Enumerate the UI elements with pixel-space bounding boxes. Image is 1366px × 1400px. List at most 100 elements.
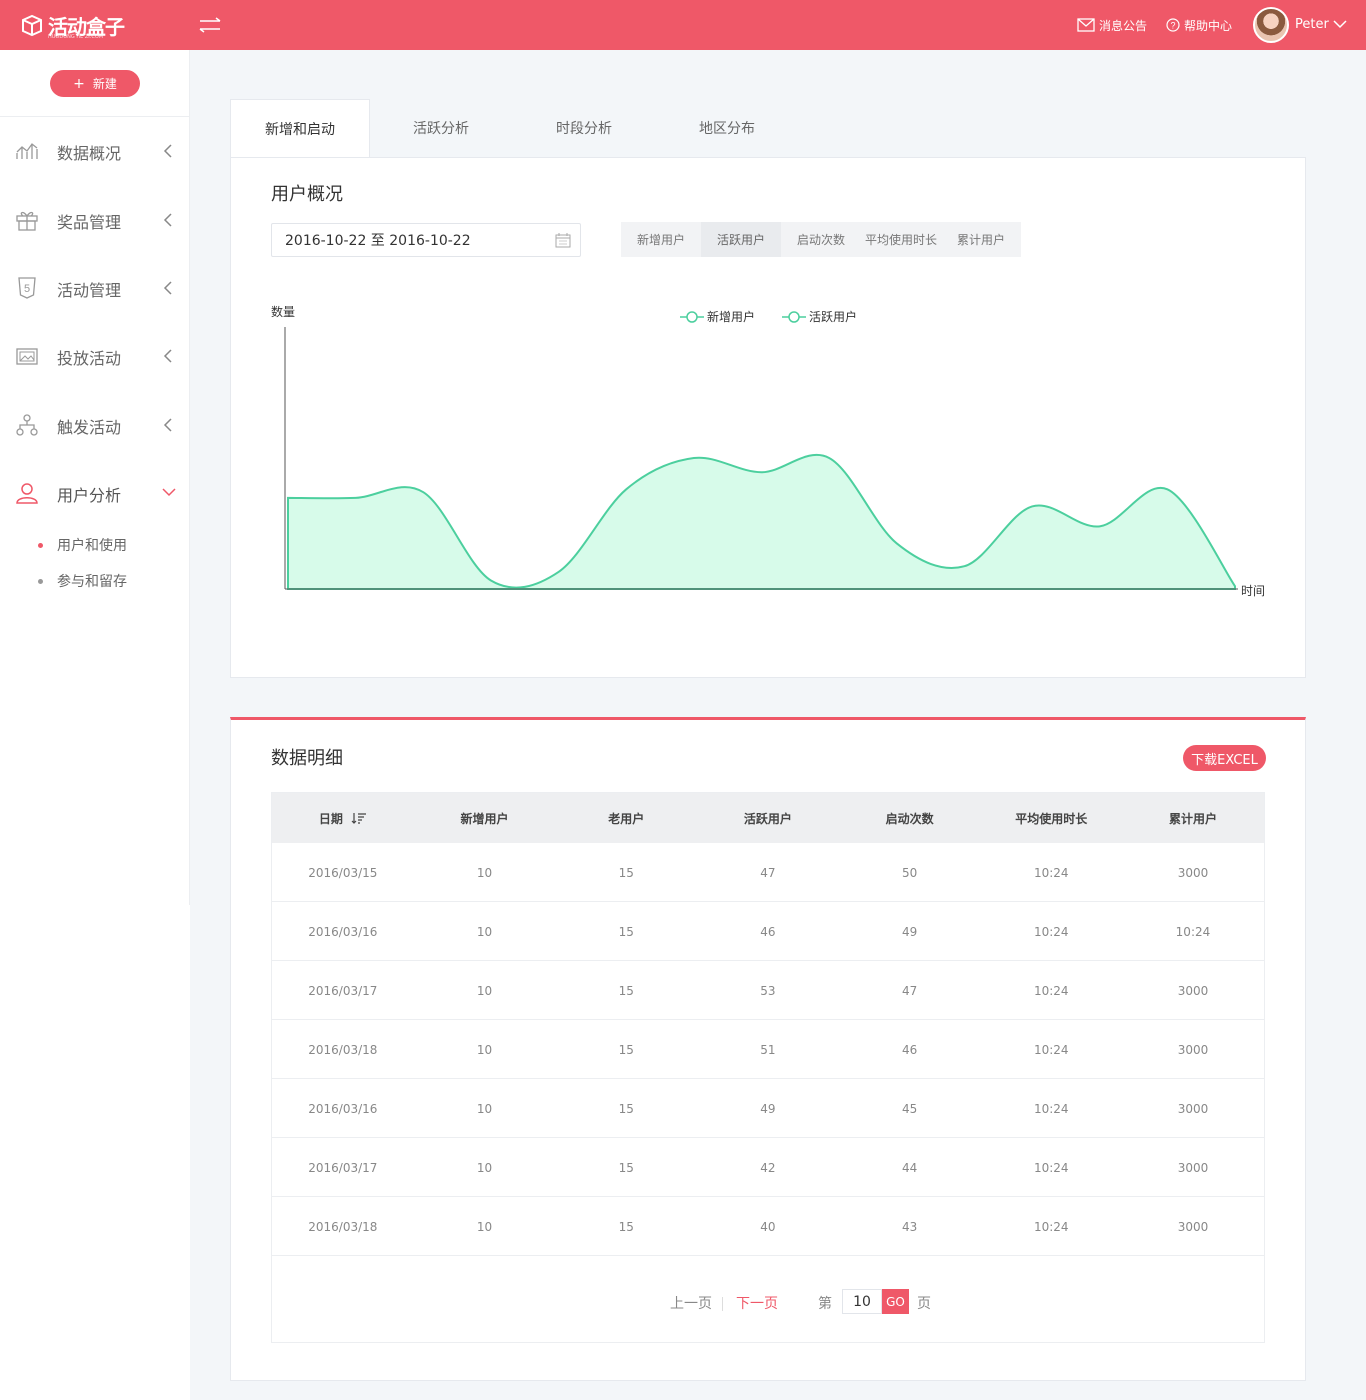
cell-avg-duration: 10:24	[1033, 1219, 1069, 1234]
new-button-label: 新建	[92, 77, 117, 91]
column-date[interactable]: 日期	[272, 793, 414, 843]
svg-text:?: ?	[1170, 21, 1175, 31]
help-icon: ?	[1166, 18, 1180, 32]
cell-date: 2016/03/17	[308, 983, 378, 998]
sidebar-item-user-analysis[interactable]: 用户分析	[0, 468, 189, 518]
segment-total-users[interactable]: 累计用户	[956, 233, 1005, 247]
sidebar-item-label: 奖品管理	[57, 213, 122, 232]
table-row: 2016/03/18 10 15 51 46 10:24 3000	[272, 1020, 1264, 1079]
mail-icon	[1077, 18, 1095, 32]
messages-label: 消息公告	[1099, 18, 1148, 33]
cell-launches: 45	[901, 1101, 918, 1116]
sidebar-item-data-overview[interactable]: 数据概况	[0, 126, 189, 176]
page-number-input[interactable]: 10	[842, 1289, 882, 1314]
sidebar-subitem-label: 参与和留存	[57, 574, 127, 590]
sidebar-subitem-usage[interactable]: 用户和使用	[38, 534, 127, 556]
help-link[interactable]: ? 帮助中心	[1166, 0, 1232, 50]
sidebar-item-label: 用户分析	[57, 486, 122, 505]
segment-new-users[interactable]: 新增用户	[636, 233, 685, 247]
cell-launches: 47	[901, 983, 918, 998]
chevron-left-icon	[163, 144, 172, 158]
top-bar: 活动盒子 HUODONG HE ZI.COM 消息公告 ? 帮助中心 Peter	[0, 0, 1366, 50]
series-area	[288, 454, 1235, 589]
section-title: 数据明细	[271, 748, 343, 769]
tab-region[interactable]: 地区分布	[699, 121, 755, 137]
cell-total-users: 3000	[1177, 1219, 1209, 1234]
sidebar-item-label: 数据概况	[57, 144, 122, 163]
user-name[interactable]: Peter	[1295, 17, 1329, 32]
date-range-picker[interactable]: 2016-10-22 至 2016-10-22	[271, 223, 581, 257]
page-prefix: 第	[818, 1296, 832, 1312]
sidebar-toggle-icon[interactable]	[198, 15, 222, 35]
cell-new-users: 10	[476, 865, 493, 880]
prev-page-link[interactable]: 上一页	[670, 1296, 712, 1312]
cell-old-users: 15	[618, 1042, 634, 1057]
divider	[0, 116, 189, 117]
column-avg-duration: 平均使用时长	[1015, 811, 1088, 826]
cell-date: 2016/03/17	[308, 1160, 378, 1175]
messages-link[interactable]: 消息公告	[1077, 0, 1147, 50]
tab-activity[interactable]: 活跃分析	[413, 121, 469, 137]
sidebar-item-campaigns[interactable]: 投放活动	[0, 331, 189, 381]
legend-marker	[788, 311, 800, 323]
cell-new-users: 10	[476, 983, 493, 998]
tab-time-period[interactable]: 时段分析	[556, 121, 612, 137]
cell-launches: 49	[901, 924, 918, 939]
data-table: 日期 新增用户 老用户 活跃用户 启动次数 平均使用时长 累计用户 2016/0…	[271, 792, 1265, 1343]
sidebar-subitem-retention[interactable]: 参与和留存	[38, 570, 127, 592]
bullet-icon	[38, 578, 43, 584]
sidebar-item-activities[interactable]: 5 活动管理	[0, 263, 189, 313]
cell-active-users: 42	[760, 1160, 776, 1175]
new-button[interactable]: + 新建	[50, 70, 140, 97]
cell-total-users: 10:24	[1175, 924, 1211, 939]
cell-old-users: 15	[618, 1219, 634, 1234]
detail-panel: 数据明细 下载EXCEL 日期 新增用户 老用户 活跃用户 启动次数 平均使用时…	[230, 717, 1306, 1381]
column-new-users: 新增用户	[460, 811, 509, 826]
table-row: 2016/03/17 10 15 53 47 10:24 3000	[272, 961, 1264, 1020]
overview-panel: 用户概况 2016-10-22 至 2016-10-22 新增用户 活跃用户 启…	[230, 157, 1306, 678]
cell-launches: 44	[901, 1160, 918, 1175]
chevron-down-icon[interactable]	[1333, 18, 1347, 30]
segment-launches[interactable]: 启动次数	[796, 233, 845, 247]
column-active-users: 活跃用户	[743, 811, 792, 826]
tab-new-and-launch[interactable]: 新增和启动	[230, 99, 370, 157]
chevron-left-icon	[163, 349, 172, 363]
section-title: 用户概况	[271, 184, 343, 205]
bullet-icon	[38, 542, 43, 548]
cell-active-users: 46	[760, 924, 776, 939]
cell-total-users: 3000	[1177, 1101, 1209, 1116]
divider	[722, 1297, 723, 1311]
cell-launches: 43	[901, 1219, 918, 1234]
cell-total-users: 3000	[1177, 1042, 1209, 1057]
sidebar: + 新建 数据概况 奖品管理 5 活动管理 投放活动 触发活动 用户分析 用户和…	[0, 50, 190, 1400]
cell-old-users: 15	[618, 983, 634, 998]
sidebar-item-prizes[interactable]: 奖品管理	[0, 195, 189, 245]
column-label: 日期	[318, 811, 343, 826]
avatar[interactable]	[1253, 7, 1289, 43]
cell-active-users: 40	[760, 1219, 776, 1234]
cell-new-users: 10	[476, 1101, 493, 1116]
flow-icon	[16, 414, 38, 436]
segment-active-users[interactable]: 活跃用户	[701, 222, 781, 257]
sidebar-item-label: 投放活动	[57, 349, 122, 368]
cell-date: 2016/03/15	[308, 865, 378, 880]
segment-avg-duration[interactable]: 平均使用时长	[864, 233, 937, 247]
chevron-left-icon	[163, 281, 172, 295]
table-row: 2016/03/15 10 15 47 50 10:24 3000	[272, 843, 1264, 902]
next-page-link[interactable]: 下一页	[736, 1296, 778, 1312]
cell-avg-duration: 10:24	[1033, 983, 1069, 998]
logo[interactable]: 活动盒子 HUODONG HE ZI.COM	[20, 10, 125, 40]
y-axis-label: 数量	[271, 304, 295, 319]
cell-date: 2016/03/16	[308, 1101, 378, 1116]
cell-new-users: 10	[476, 924, 493, 939]
box-logo-icon	[22, 14, 42, 37]
cell-avg-duration: 10:24	[1033, 1160, 1069, 1175]
download-excel-button[interactable]: 下载EXCEL	[1183, 745, 1266, 771]
gift-icon	[16, 211, 38, 231]
cell-date: 2016/03/18	[308, 1219, 378, 1234]
image-icon	[16, 348, 38, 365]
sidebar-item-triggers[interactable]: 触发活动	[0, 400, 189, 450]
go-button[interactable]: GO	[882, 1289, 909, 1314]
sidebar-lower	[0, 905, 190, 1400]
cell-new-users: 10	[476, 1160, 493, 1175]
